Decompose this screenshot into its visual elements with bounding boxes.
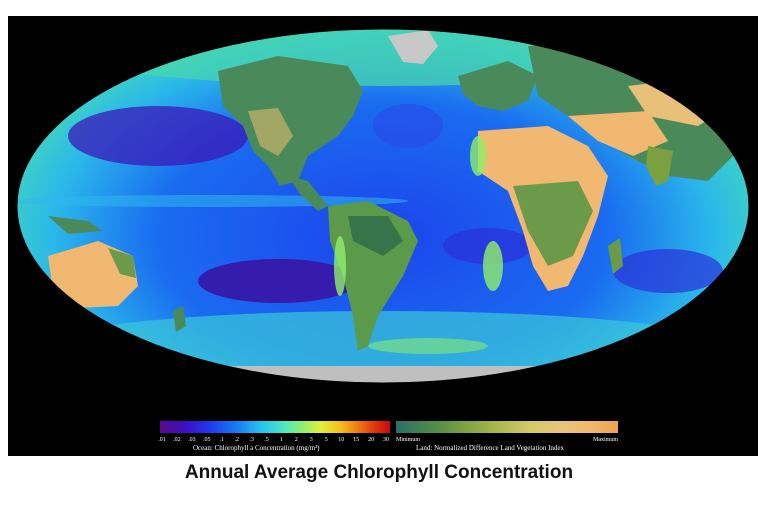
indian-ocean-gyre [613,249,723,293]
land-colorbar [396,421,618,433]
patagonian-shelf [368,338,488,354]
land-legend-label: Land: Normalized Difference Land Vegetat… [416,444,565,452]
new-zealand [173,306,186,332]
ocean-tick-label: 3 [310,437,313,443]
ocean-tick-label: .2 [234,437,239,443]
india [646,146,673,186]
madagascar [608,238,623,274]
land-max-label: Maximum [593,437,618,443]
ocean-tick-label: 20 [368,437,374,443]
land-legend: Minimum Maximum Land: Normalized Differe… [396,421,618,452]
na-southwest-dry [248,108,293,156]
ocean-tick-label: 10 [338,437,344,443]
north-america [218,56,363,186]
globe [17,29,749,383]
ocean-colorbar [160,421,390,433]
map-frame: Ocean: Chlorophyll a Concentration (mg/m… [8,16,758,456]
ocean-tick-label: 15 [353,437,359,443]
europe [458,61,538,111]
central-africa [513,181,593,266]
land-min-label: Minimum [396,437,420,443]
ocean-legend: Ocean: Chlorophyll a Concentration (mg/m… [158,421,390,452]
ocean-legend-label: Ocean: Chlorophyll a Concentration (mg/m… [193,444,320,452]
ocean-tick-label: 1 [280,437,283,443]
australia-east-coast [108,248,136,278]
ocean-tick-label: .01 [158,437,166,443]
world-map: Ocean: Chlorophyll a Concentration (mg/m… [16,28,750,452]
benguela-upwelling [483,241,503,291]
humboldt-upwelling [334,236,346,296]
antarctica [17,366,749,383]
south-pacific-gyre [198,259,358,303]
ocean-tick-label: .03 [188,437,196,443]
ocean-tick-label: 2 [295,437,298,443]
globe-outline [16,28,750,384]
ocean-tick-label: 5 [325,437,328,443]
middle-east-desert [568,111,668,156]
ocean-tick-label: 30 [383,437,389,443]
ocean-tick-label: .5 [264,437,269,443]
central-america [288,176,328,211]
indonesia [48,216,103,234]
ocean-tick-label: .02 [173,437,181,443]
map-caption: Annual Average Chlorophyll Concentration [184,462,574,483]
greenland-ice [388,30,438,64]
amazon [348,216,403,256]
ocean-tick-label: .3 [249,437,254,443]
ocean-tick-label: .05 [203,437,211,443]
canary-upwelling [470,136,486,176]
north-atlantic-gyre [373,104,443,148]
north-pacific-gyre [68,106,248,166]
ocean-tick-label: .1 [219,437,224,443]
